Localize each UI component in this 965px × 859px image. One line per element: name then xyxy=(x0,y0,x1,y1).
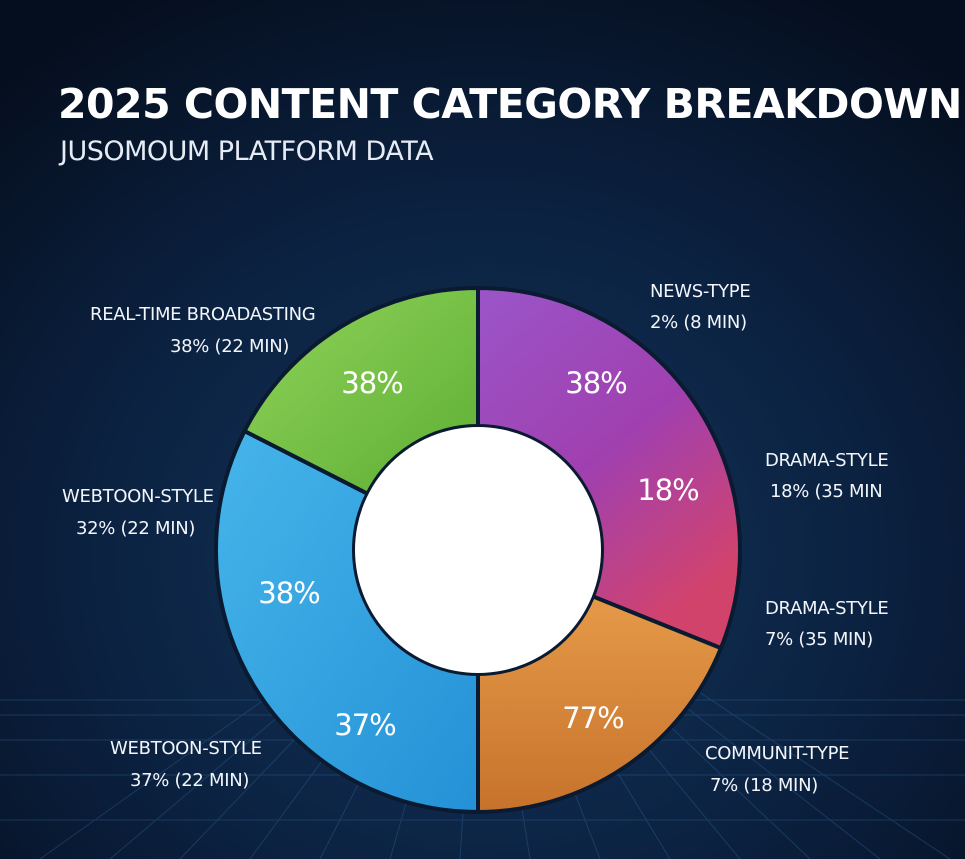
segment-label: 18% xyxy=(637,473,698,507)
donut-segment xyxy=(476,285,742,651)
subtitle: JUSOMOUM PLATFORM DATA xyxy=(58,136,434,167)
callout-name: DRAMA-STYLE xyxy=(765,450,888,471)
callout-detail: 37% (22 MIN) xyxy=(130,770,249,791)
segment-label: 38% xyxy=(341,366,402,400)
callout-detail: 2% (8 MIN) xyxy=(650,312,747,333)
segment-label: 77% xyxy=(562,701,623,735)
donut-segment xyxy=(241,285,480,497)
segment-label: 38% xyxy=(565,366,626,400)
callout-detail: 32% (22 MIN) xyxy=(76,518,195,539)
callout-detail: 18% (35 MIN xyxy=(770,481,882,502)
title: 2025 CONTENT CATEGORY BREAKDOWN xyxy=(58,80,962,128)
callout-name: NEWS-TYPE xyxy=(650,281,750,302)
callout-detail: 7% (18 MIN) xyxy=(710,775,818,796)
callout-detail: 7% (35 MIN) xyxy=(765,629,873,650)
donut-hole xyxy=(355,427,601,673)
donut-segment xyxy=(214,428,480,815)
callout-name: WEBTOON-STYLE xyxy=(110,738,262,759)
segment-label: 37% xyxy=(334,708,395,742)
segment-label: 38% xyxy=(258,576,319,610)
callout-name: REAL-TIME BROADASTING xyxy=(90,304,315,325)
callout-name: COMMUNIT-TYPE xyxy=(705,743,849,764)
donut xyxy=(214,285,742,815)
callout-name: DRAMA-STYLE xyxy=(765,598,888,619)
callout-name: WEBTOON-STYLE xyxy=(62,486,214,507)
callout-detail: 38% (22 MIN) xyxy=(170,336,289,357)
donut-segment xyxy=(476,593,724,815)
